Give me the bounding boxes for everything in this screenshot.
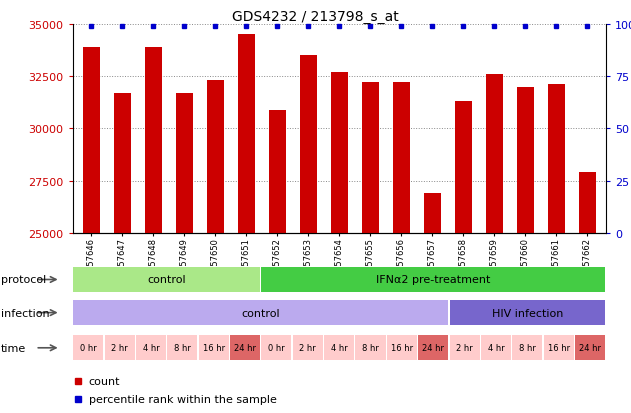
Text: 2 hr: 2 hr <box>111 344 128 352</box>
Bar <box>548 85 565 233</box>
Text: 16 hr: 16 hr <box>548 344 570 352</box>
Bar <box>206 81 223 233</box>
Text: 0 hr: 0 hr <box>268 344 285 352</box>
Bar <box>486 75 503 233</box>
Text: percentile rank within the sample: percentile rank within the sample <box>88 394 276 404</box>
Bar <box>579 173 596 233</box>
Bar <box>293 336 323 360</box>
Text: HIV infection: HIV infection <box>492 308 563 318</box>
Bar <box>455 102 472 233</box>
Bar <box>238 35 255 233</box>
Bar <box>392 83 410 233</box>
Text: GDS4232 / 213798_s_at: GDS4232 / 213798_s_at <box>232 10 399 24</box>
Bar <box>300 56 317 233</box>
Text: 4 hr: 4 hr <box>331 344 348 352</box>
Bar <box>324 336 354 360</box>
Bar <box>73 301 448 325</box>
Text: 8 hr: 8 hr <box>519 344 536 352</box>
Text: control: control <box>242 308 280 318</box>
Bar <box>144 48 162 233</box>
Text: 4 hr: 4 hr <box>488 344 504 352</box>
Text: 24 hr: 24 hr <box>422 344 444 352</box>
Bar <box>83 48 100 233</box>
Bar <box>269 110 286 233</box>
Text: 2 hr: 2 hr <box>456 344 473 352</box>
Bar <box>418 336 448 360</box>
Bar <box>387 336 417 360</box>
Bar <box>362 83 379 233</box>
Text: 4 hr: 4 hr <box>143 344 160 352</box>
Text: infection: infection <box>1 308 49 318</box>
Bar <box>575 336 605 360</box>
Bar <box>114 94 131 233</box>
Bar <box>517 88 534 233</box>
Bar <box>261 268 605 292</box>
Text: control: control <box>148 275 186 285</box>
Text: protocol: protocol <box>1 275 46 285</box>
Bar <box>105 336 134 360</box>
Bar <box>199 336 229 360</box>
Text: 8 hr: 8 hr <box>362 344 379 352</box>
Text: time: time <box>1 343 26 353</box>
Bar <box>449 336 480 360</box>
Bar <box>73 268 260 292</box>
Bar <box>481 336 511 360</box>
Bar <box>73 336 103 360</box>
Text: count: count <box>88 376 120 386</box>
Bar <box>449 301 605 325</box>
Bar <box>423 194 440 233</box>
Bar <box>331 73 348 233</box>
Bar <box>230 336 260 360</box>
Bar <box>175 94 192 233</box>
Bar <box>544 336 574 360</box>
Bar <box>136 336 166 360</box>
Text: IFNα2 pre-treatment: IFNα2 pre-treatment <box>376 275 490 285</box>
Text: 24 hr: 24 hr <box>234 344 256 352</box>
Text: 16 hr: 16 hr <box>391 344 413 352</box>
Text: 0 hr: 0 hr <box>80 344 97 352</box>
Bar <box>261 336 292 360</box>
Bar <box>167 336 198 360</box>
Text: 8 hr: 8 hr <box>174 344 191 352</box>
Text: 24 hr: 24 hr <box>579 344 601 352</box>
Bar <box>355 336 386 360</box>
Text: 16 hr: 16 hr <box>203 344 225 352</box>
Text: 2 hr: 2 hr <box>300 344 316 352</box>
Bar <box>512 336 543 360</box>
